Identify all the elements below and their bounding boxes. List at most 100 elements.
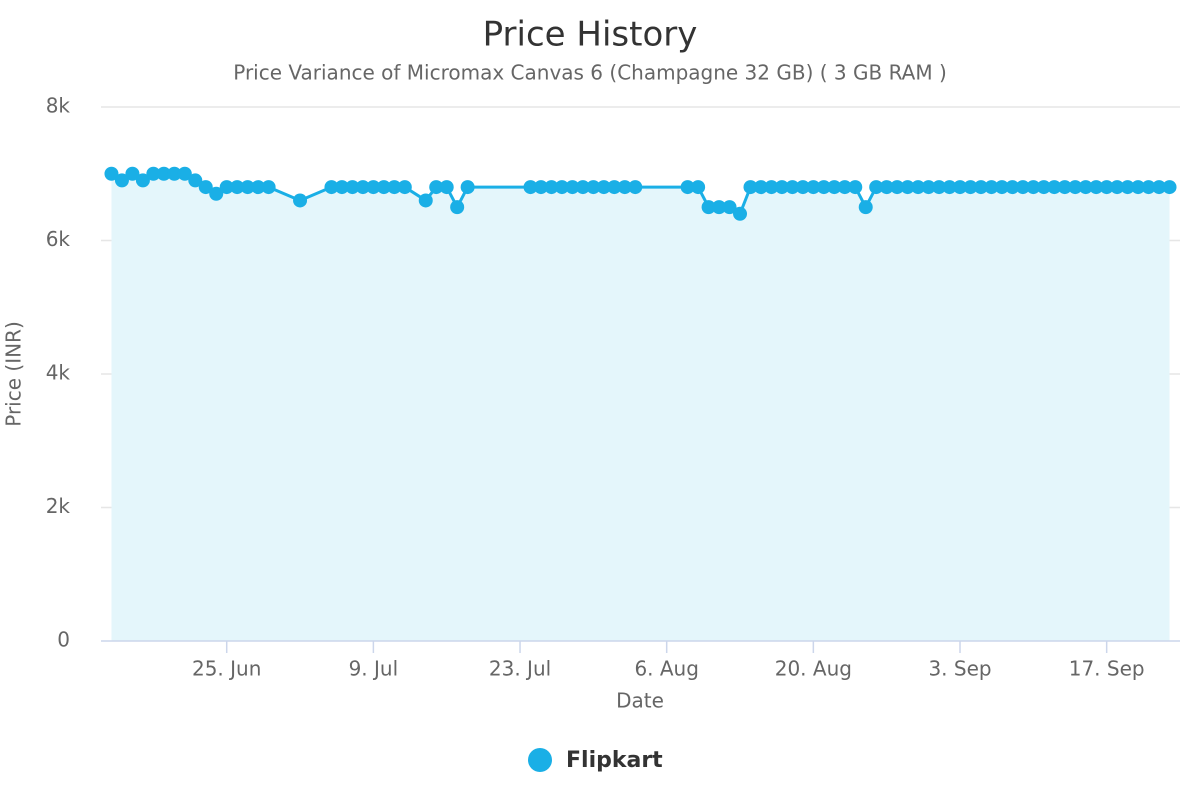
point — [1047, 180, 1062, 195]
point — [167, 166, 182, 181]
point — [848, 180, 863, 195]
point — [240, 180, 255, 195]
point — [733, 206, 748, 221]
point — [1162, 180, 1177, 195]
point — [963, 180, 978, 195]
point — [858, 200, 873, 215]
x-tick-label: 25. Jun — [192, 657, 261, 681]
point — [533, 180, 548, 195]
point — [837, 180, 852, 195]
point — [261, 180, 276, 195]
point — [764, 180, 779, 195]
point — [816, 180, 831, 195]
point — [942, 180, 957, 195]
point — [984, 180, 999, 195]
point — [1005, 180, 1020, 195]
point — [293, 193, 308, 208]
y-tick-label: 2k — [46, 494, 71, 518]
point — [450, 200, 465, 215]
x-axis-title: Date — [616, 689, 664, 713]
point — [219, 180, 234, 195]
point — [397, 180, 412, 195]
point — [1110, 180, 1125, 195]
point — [596, 180, 611, 195]
x-tick-label: 9. Jul — [349, 657, 399, 681]
point — [722, 200, 737, 215]
point — [879, 180, 894, 195]
point — [900, 180, 915, 195]
point — [921, 180, 936, 195]
point — [334, 180, 349, 195]
x-tick-label: 17. Sep — [1069, 657, 1145, 681]
point — [869, 180, 884, 195]
point — [795, 180, 810, 195]
point — [806, 180, 821, 195]
point — [429, 180, 444, 195]
point — [827, 180, 842, 195]
point — [230, 180, 245, 195]
point — [753, 180, 768, 195]
point — [177, 166, 192, 181]
y-tick-label: 6k — [46, 227, 71, 251]
x-tick-label: 20. Aug — [775, 657, 852, 681]
y-tick-label: 8k — [46, 94, 71, 118]
point — [554, 180, 569, 195]
chart-subtitle: Price Variance of Micromax Canvas 6 (Cha… — [233, 61, 947, 85]
point — [114, 173, 129, 188]
point — [607, 180, 622, 195]
point — [387, 180, 402, 195]
point — [345, 180, 360, 195]
point — [1141, 180, 1156, 195]
point — [973, 180, 988, 195]
y-tick-label: 4k — [46, 361, 71, 385]
point — [701, 200, 716, 215]
point — [125, 166, 140, 181]
point — [1131, 180, 1146, 195]
point — [785, 180, 800, 195]
point — [743, 180, 758, 195]
point — [932, 180, 947, 195]
point — [104, 166, 119, 181]
point — [198, 180, 213, 195]
point — [544, 180, 559, 195]
point — [628, 180, 643, 195]
point — [135, 173, 150, 188]
point — [575, 180, 590, 195]
point — [523, 180, 538, 195]
point — [890, 180, 905, 195]
point — [586, 180, 601, 195]
point — [565, 180, 580, 195]
point — [209, 186, 224, 201]
point — [680, 180, 695, 195]
chart-title: Price History — [483, 15, 698, 55]
point — [1120, 180, 1135, 195]
point — [1078, 180, 1093, 195]
point — [146, 166, 161, 181]
point — [355, 180, 370, 195]
point — [1015, 180, 1030, 195]
x-tick-label: 23. Jul — [489, 657, 551, 681]
point — [774, 180, 789, 195]
point — [366, 180, 381, 195]
point — [1026, 180, 1041, 195]
point — [156, 166, 171, 181]
x-tick-label: 6. Aug — [634, 657, 699, 681]
point — [376, 180, 391, 195]
point — [324, 180, 339, 195]
legend-marker — [528, 748, 552, 772]
x-tick-label: 3. Sep — [928, 657, 991, 681]
area — [111, 173, 1170, 641]
point — [994, 180, 1009, 195]
point — [1036, 180, 1051, 195]
point — [1068, 180, 1083, 195]
y-tick-label: 0 — [57, 628, 70, 652]
point — [251, 180, 266, 195]
point — [460, 180, 475, 195]
point — [188, 173, 203, 188]
point — [1089, 180, 1104, 195]
legend-label: Flipkart — [566, 748, 663, 773]
point — [953, 180, 968, 195]
point — [439, 180, 454, 195]
